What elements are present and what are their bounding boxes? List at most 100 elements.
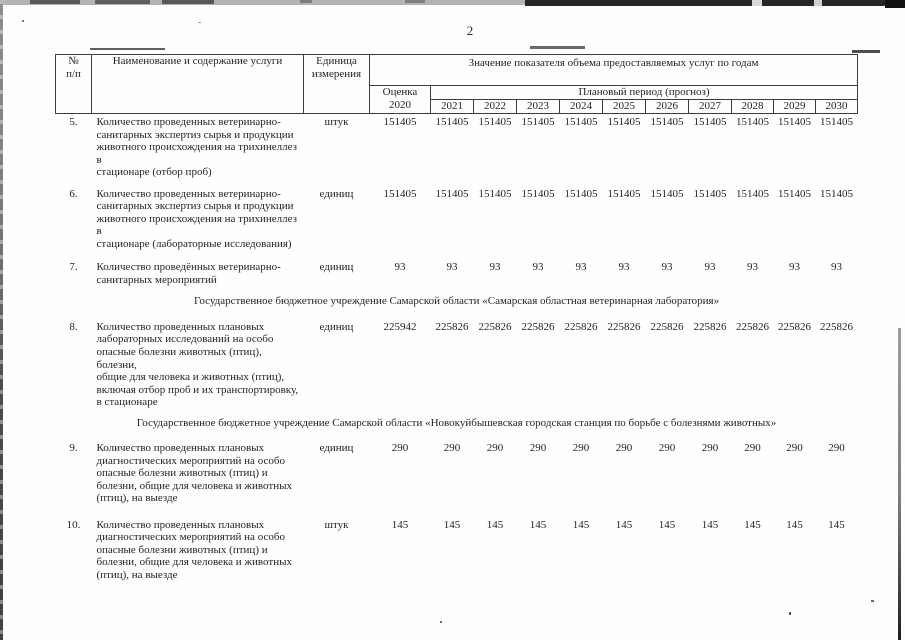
cell-value: 151405 <box>820 187 854 200</box>
cell-value: 145 <box>786 518 803 531</box>
cell-value: 290 <box>529 442 547 455</box>
cell-value: 93 <box>575 261 587 274</box>
cell-value: 225826 <box>778 320 811 333</box>
services-table: № п/п Наименование и содержание услуги Е… <box>55 54 859 591</box>
table-row: 8. Количество проведенных плановых лабора… <box>56 321 858 415</box>
scan-artifact <box>300 0 312 3</box>
year-header-row: 2021 2022 2023 2024 2025 2026 2027 2028 2029 2030 <box>56 99 859 114</box>
section-row: Государственное бюджетное учреждение Сам… <box>56 415 858 443</box>
cell-unit: штук <box>324 116 349 128</box>
table-body: 5. Количество проведенных ветеринарно- са… <box>56 114 858 591</box>
cell-value: 290 <box>744 442 761 455</box>
cell-value: 145 <box>658 518 676 531</box>
cell-unit: единиц <box>319 442 354 455</box>
scan-artifact <box>885 0 905 8</box>
col-header-year: 2026 <box>645 99 689 114</box>
scan-artifact <box>440 621 442 623</box>
scan-artifact <box>814 0 822 6</box>
cell-value: 151405 <box>607 116 641 128</box>
cell-value: 93 <box>661 261 673 274</box>
cell-value: 93 <box>394 261 406 274</box>
cell-value: 93 <box>532 261 544 274</box>
cell-value: 151405 <box>383 187 417 200</box>
cell-value: 290 <box>828 442 845 455</box>
cell-value: 151405 <box>521 187 555 200</box>
cell-unit: единиц <box>319 261 354 274</box>
scan-artifact-top-band <box>0 0 905 8</box>
cell-value: 151405 <box>778 116 811 128</box>
cell-value: 290 <box>701 442 719 455</box>
col-header-plan-period: Плановый период (прогноз) <box>429 85 859 100</box>
cell-value: 225942 <box>383 320 417 333</box>
cell-row-number: 6. <box>69 187 78 200</box>
cell-value: 290 <box>572 442 590 455</box>
col-header-values-title: Значение показателя объема предоставляем… <box>368 54 859 86</box>
cell-value: 151405 <box>564 187 598 200</box>
cell-row-number: 10. <box>66 518 81 531</box>
cell-value: 93 <box>747 261 758 274</box>
cell-value: 93 <box>789 261 800 274</box>
scan-artifact <box>789 612 791 615</box>
scan-artifact <box>852 50 880 53</box>
cell-value: 145 <box>572 518 590 531</box>
cell-value: 151405 <box>820 116 854 128</box>
cell-value: 290 <box>443 442 461 455</box>
cell-value: 151405 <box>736 116 769 128</box>
cell-value: 225826 <box>521 320 555 333</box>
cell-row-number: 7. <box>69 261 78 274</box>
table-row: 6. Количество проведенных ветеринарно- са… <box>56 188 858 262</box>
cell-value: 225826 <box>564 320 598 333</box>
scan-artifact-left-band <box>0 0 3 640</box>
col-header-estimate-2020: Оценка 2020 <box>369 85 431 114</box>
cell-value: 151405 <box>521 116 555 128</box>
scan-artifact <box>22 20 24 22</box>
cell-value: 151405 <box>693 116 727 128</box>
cell-service-name: Количество проведенных ветеринарно- сани… <box>96 116 297 179</box>
cell-value: 145 <box>391 518 409 531</box>
cell-value: 151405 <box>564 116 598 128</box>
cell-unit: единиц <box>319 187 354 200</box>
cell-value: 290 <box>658 442 676 455</box>
cell-value: 225826 <box>820 320 854 333</box>
institution-section-title: Государственное бюджетное учреждение Сам… <box>193 295 720 308</box>
cell-value: 151405 <box>736 187 769 200</box>
cell-value: 225826 <box>650 320 684 333</box>
cell-value: 145 <box>486 518 504 531</box>
cell-value: 151405 <box>435 116 469 128</box>
scan-artifact <box>405 0 425 3</box>
cell-service-name: Количество проведенных ветеринарно- сани… <box>96 187 297 250</box>
table-row: 7. Количество проведённых ветеринарно- са… <box>56 261 858 293</box>
cell-service-name: Количество проведённых ветеринарно- сани… <box>96 261 281 286</box>
cell-value: 93 <box>618 261 630 274</box>
cell-value: 225826 <box>478 320 512 333</box>
col-header-year: 2021 <box>430 99 474 114</box>
cell-value: 151405 <box>383 116 417 128</box>
cell-row-number: 5. <box>69 116 78 128</box>
cell-value: 225826 <box>693 320 727 333</box>
cell-value: 151405 <box>435 187 469 200</box>
cell-value: 145 <box>828 518 845 531</box>
cell-row-number: 8. <box>69 320 78 333</box>
cell-value: 151405 <box>478 116 512 128</box>
scan-artifact <box>871 600 874 602</box>
cell-value: 93 <box>704 261 716 274</box>
scan-artifact <box>530 46 585 49</box>
section-row: Государственное бюджетное учреждение Сам… <box>56 293 858 321</box>
scan-artifact-right-band <box>898 328 901 640</box>
cell-value: 145 <box>701 518 719 531</box>
col-header-unit: Единица измерения <box>303 54 370 114</box>
cell-value: 93 <box>446 261 458 274</box>
institution-section-title: Государственное бюджетное учреждение Сам… <box>136 416 777 429</box>
col-header-year: 2030 <box>814 99 859 114</box>
cell-value: 151405 <box>478 187 512 200</box>
cell-service-name: Количество проведенных плановых диагност… <box>96 442 292 505</box>
cell-unit: единиц <box>319 320 354 333</box>
scan-artifact <box>198 22 201 23</box>
cell-value: 145 <box>615 518 633 531</box>
scan-artifact <box>525 0 905 6</box>
cell-value: 151405 <box>778 187 811 200</box>
scan-artifact <box>30 0 80 4</box>
cell-value: 225826 <box>435 320 469 333</box>
cell-value: 93 <box>831 261 843 274</box>
cell-value: 290 <box>391 442 409 455</box>
